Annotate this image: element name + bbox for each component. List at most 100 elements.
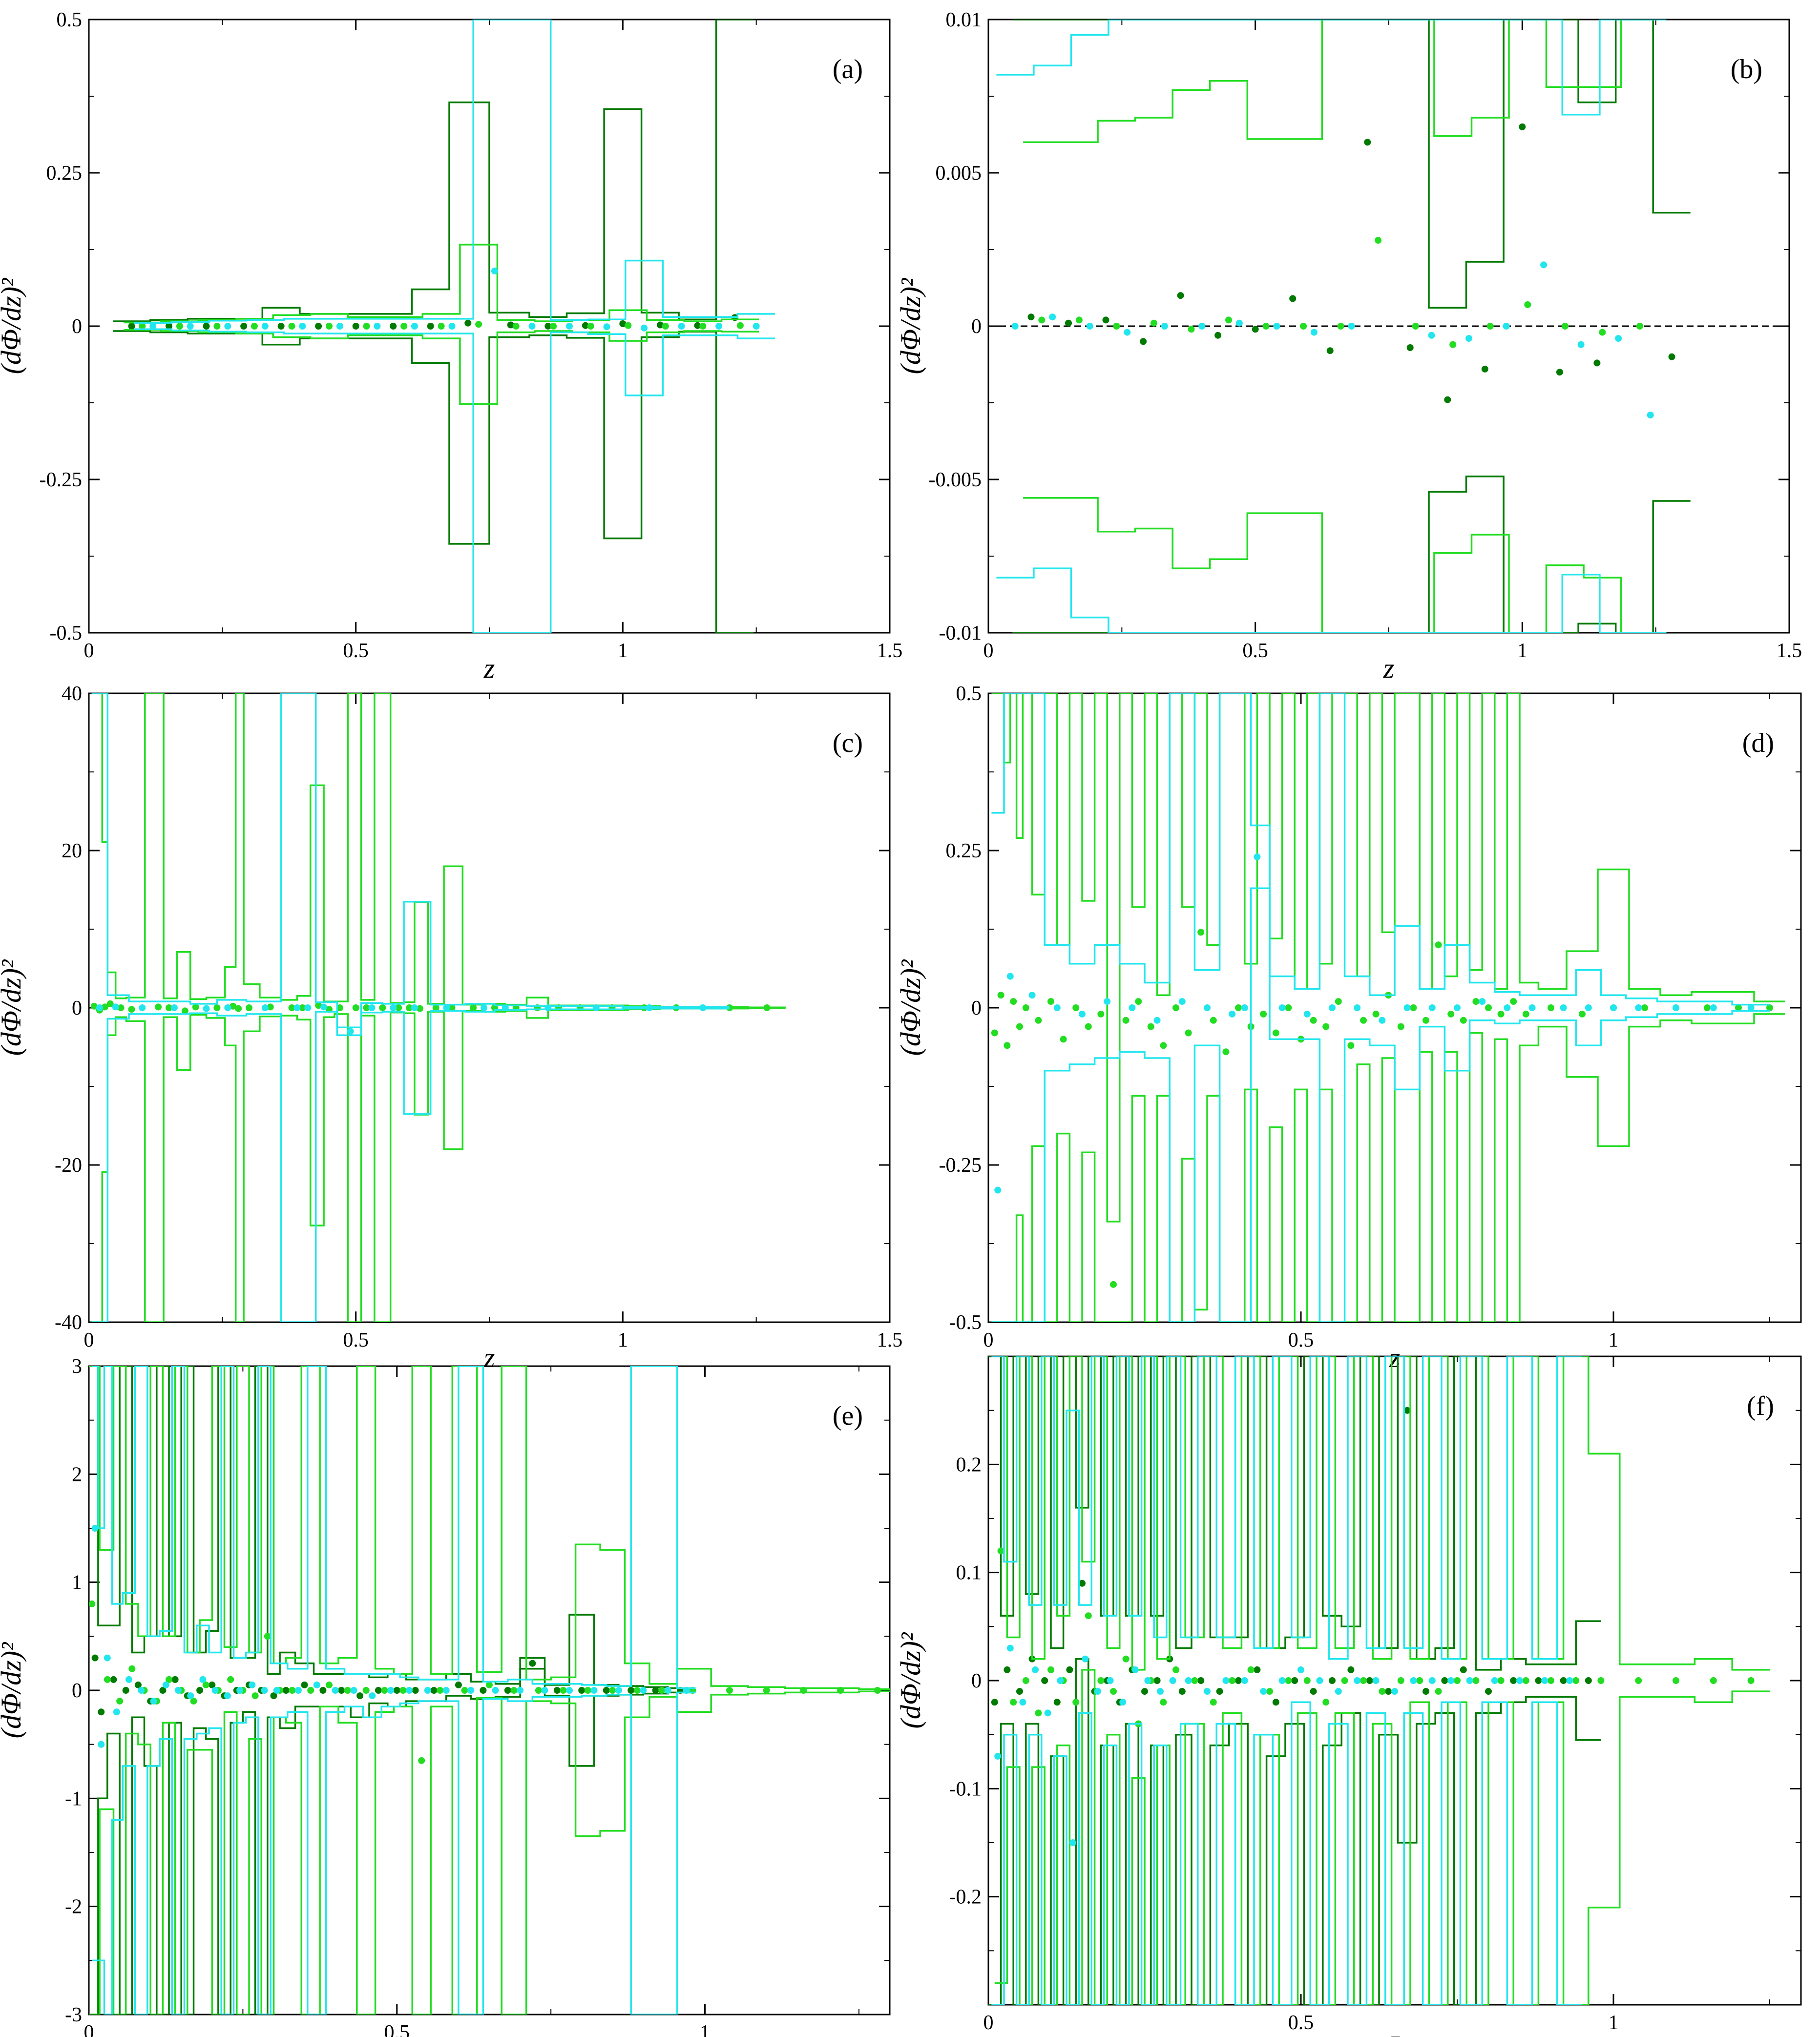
- data-point-cyan: [273, 1687, 280, 1694]
- x-axis-label: z: [1383, 652, 1395, 684]
- y-tick-label: 40: [62, 683, 82, 705]
- data-point-dark_green: [134, 1681, 142, 1688]
- data-point-cyan: [1169, 1677, 1176, 1684]
- data-point-cyan: [1297, 1666, 1304, 1673]
- data-point-cyan: [615, 1687, 622, 1694]
- data-point-green: [763, 1687, 770, 1694]
- data-point-green: [1572, 1677, 1580, 1684]
- data-point-green: [381, 1687, 388, 1694]
- data-point-cyan: [224, 323, 231, 330]
- y-tick-label: 0: [971, 315, 982, 338]
- data-point-green: [299, 1004, 306, 1011]
- data-point-dark_green: [480, 1687, 487, 1694]
- data-point-green: [106, 1000, 114, 1007]
- upper-error-envelope-cyan: [92, 1366, 696, 1689]
- y-tick-label: 0: [971, 1670, 982, 1692]
- x-tick-label: 0: [84, 2021, 94, 2037]
- data-point-dark_green: [427, 323, 434, 330]
- data-point-green: [1303, 1677, 1311, 1684]
- data-point-green: [438, 323, 445, 330]
- plot-area: [991, 693, 1785, 1322]
- data-point-green: [139, 323, 146, 330]
- data-point-green: [1047, 1666, 1054, 1673]
- upper-error-envelope-dark_green: [988, 1356, 1601, 1671]
- data-point-dark_green: [694, 322, 701, 329]
- data-point-green: [1235, 1004, 1242, 1011]
- data-point-green: [1397, 1023, 1404, 1030]
- data-point-cyan: [1566, 1677, 1573, 1684]
- data-point-cyan: [406, 1687, 413, 1694]
- y-tick-label: -3: [65, 2004, 82, 2026]
- data-point-green: [101, 1003, 108, 1011]
- lower-error-envelope-green: [124, 329, 759, 405]
- data-point-green: [1172, 1004, 1179, 1011]
- data-point-dark_green: [455, 1681, 462, 1688]
- y-axis-label: (dΦ/dz)²: [895, 959, 926, 1056]
- x-tick-label: 1: [700, 2021, 710, 2037]
- data-point-green: [336, 1004, 343, 1011]
- data-point-cyan: [149, 323, 157, 330]
- data-point-cyan: [603, 323, 610, 331]
- data-point-green: [1038, 316, 1046, 324]
- x-tick-label: 1: [1517, 640, 1527, 662]
- plot-area: [996, 20, 1691, 633]
- lower-error-envelope-green: [994, 1669, 1770, 2005]
- data-point-dark_green: [1216, 1688, 1223, 1695]
- data-point-green: [344, 1687, 351, 1694]
- data-point-green: [1110, 1688, 1117, 1695]
- data-point-cyan: [1372, 1677, 1380, 1684]
- upper-error-envelope-dark_green: [1012, 20, 1691, 309]
- data-point-dark_green: [1065, 319, 1072, 327]
- data-point-cyan: [1204, 1004, 1211, 1011]
- data-point-green: [1188, 326, 1195, 333]
- data-point-dark_green: [122, 1687, 129, 1694]
- data-point-dark_green: [91, 1654, 99, 1662]
- data-point-green: [1266, 1688, 1273, 1695]
- data-point-green: [181, 1007, 188, 1015]
- data-point-dark_green: [1178, 1688, 1186, 1695]
- data-point-green: [1347, 1042, 1355, 1049]
- data-point-green: [326, 1681, 333, 1688]
- data-point-green: [104, 1676, 111, 1683]
- data-point-green: [235, 1005, 242, 1012]
- y-tick-label: -0.005: [929, 469, 982, 491]
- data-point-green: [1548, 1004, 1554, 1011]
- data-point-green: [1423, 1017, 1429, 1024]
- data-point-cyan: [1428, 1004, 1436, 1011]
- data-point-cyan: [1391, 1688, 1398, 1695]
- plot-area: [90, 693, 786, 1322]
- panel-label: (c): [833, 728, 863, 758]
- data-point-green: [1524, 301, 1531, 308]
- data-point-green: [1016, 1023, 1023, 1030]
- data-point-green: [418, 1757, 425, 1764]
- lower-error-envelope-green: [91, 1007, 786, 1322]
- panel-e: 0 0.5 1 -3 -2 -1 0 1 2 3 z (dΦ/dz)² (e): [0, 1355, 891, 2037]
- data-point-cyan: [199, 1676, 207, 1683]
- data-point-dark_green: [338, 1687, 345, 1694]
- data-point-cyan: [1379, 1017, 1386, 1024]
- data-point-green: [1122, 1017, 1130, 1024]
- data-point-cyan: [1235, 319, 1243, 327]
- data-point-cyan: [566, 1687, 573, 1694]
- data-point-dark_green: [315, 323, 322, 330]
- data-point-green: [155, 1003, 162, 1011]
- y-tick-label: -2: [65, 1896, 82, 1918]
- data-point-green: [625, 322, 632, 329]
- data-point-green: [416, 1005, 423, 1012]
- x-tick-label: 1.5: [877, 1329, 903, 1351]
- data-point-green: [264, 1633, 271, 1640]
- data-point-dark_green: [240, 323, 248, 330]
- data-point-green: [267, 1003, 274, 1011]
- data-point-dark_green: [464, 319, 472, 327]
- data-point-cyan: [96, 1004, 103, 1011]
- panel-label: (e): [833, 1401, 863, 1431]
- data-point-cyan: [411, 323, 418, 330]
- lower-error-envelope-dark_green: [113, 330, 754, 633]
- plot-area: [89, 1366, 890, 2015]
- data-point-green: [289, 1687, 296, 1694]
- data-point-cyan: [104, 1654, 111, 1662]
- data-point-dark_green: [1004, 1666, 1011, 1673]
- panel-c: 0 0.5 1 1.5 -40 -20 0 20 40 z (dΦ/dz)² (c): [0, 683, 902, 1373]
- data-point-cyan: [1144, 1677, 1151, 1684]
